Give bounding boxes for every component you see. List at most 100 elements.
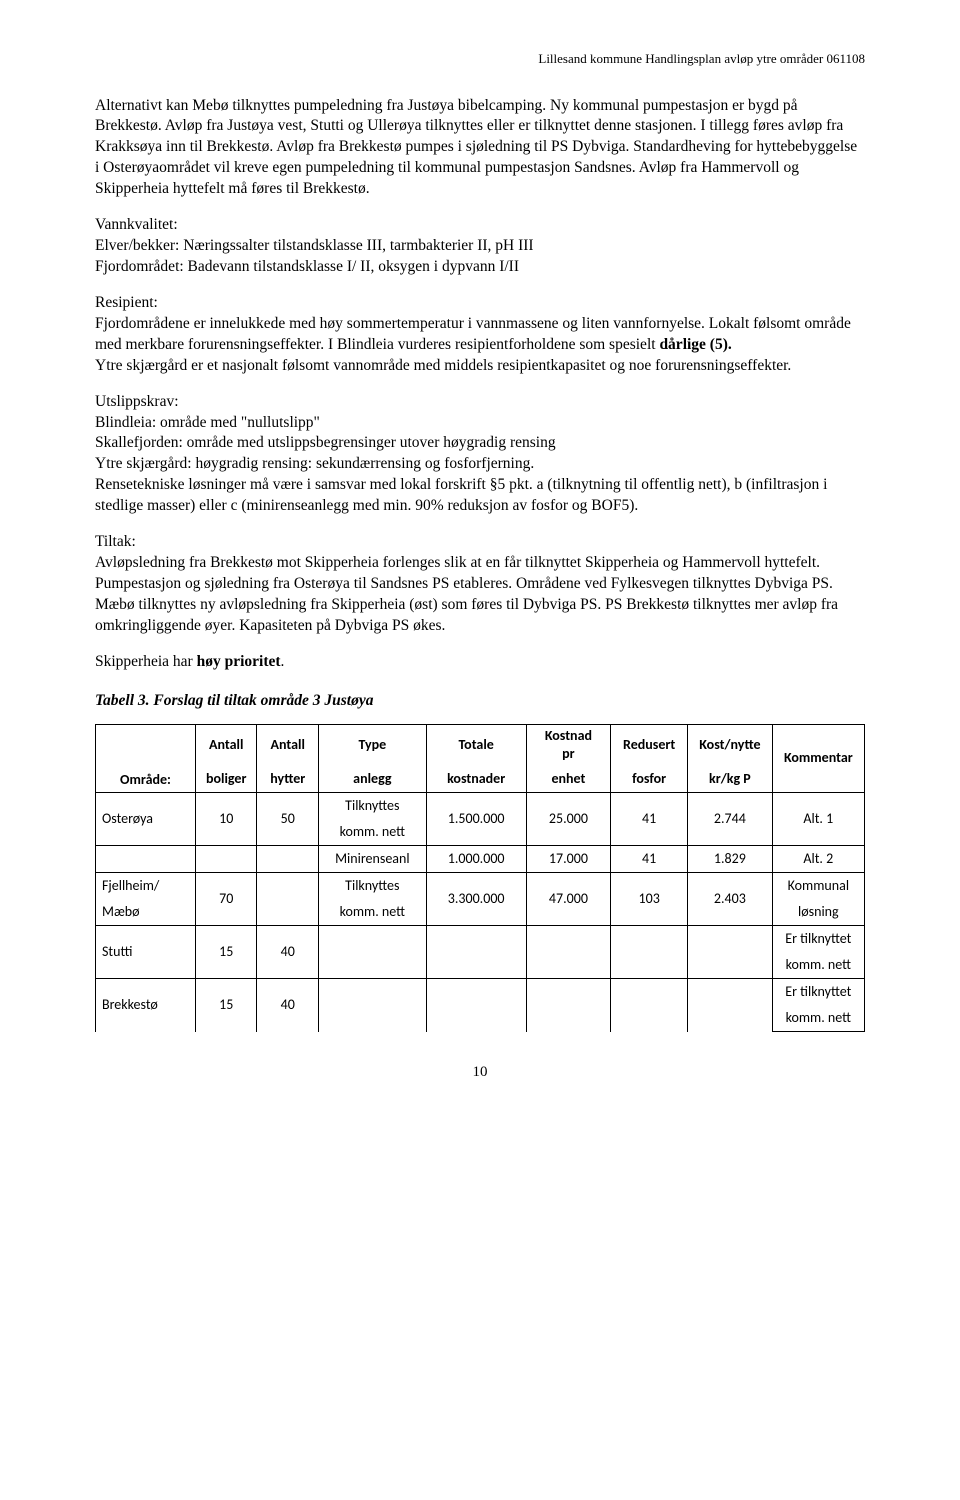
table-caption: Tabell 3. Forslag til tiltak område 3 Ju… <box>95 691 865 712</box>
cell: Brekkestø <box>96 979 196 1032</box>
page-number: 10 <box>95 1062 865 1082</box>
cell: 103 <box>611 873 688 926</box>
resipient-label: Resipient: <box>95 294 158 311</box>
cell <box>96 846 196 873</box>
cell: Er tilknyttet <box>772 979 864 1006</box>
cell: Mæbø <box>96 899 196 926</box>
th-kostnader: kostnader <box>426 766 526 793</box>
cell <box>611 926 688 979</box>
tiltak-table: Område: Antall Antall Type Totale Kostna… <box>95 724 865 1033</box>
cell: 50 <box>257 793 319 846</box>
cell: 15 <box>195 979 257 1032</box>
skipperheia-bold: høy prioritet <box>197 653 281 670</box>
th-krkg: kr/kg P <box>688 766 773 793</box>
table-header-row1: Område: Antall Antall Type Totale Kostna… <box>96 724 865 766</box>
th-omrade: Område: <box>96 724 196 793</box>
utslipp-label: Utslippskrav: <box>95 393 179 410</box>
vannkvalitet-line1: Elver/bekker: Næringssalter tilstandskla… <box>95 237 534 254</box>
th-fosfor: fosfor <box>611 766 688 793</box>
th-type: Type <box>319 724 427 766</box>
th-antall1: Antall <box>195 724 257 766</box>
cell <box>611 979 688 1032</box>
cell <box>426 979 526 1032</box>
cell: 47.000 <box>526 873 611 926</box>
cell: komm. nett <box>319 819 427 846</box>
cell-osteroya: Osterøya <box>96 793 196 846</box>
cell: 41 <box>611 793 688 846</box>
resipient-bold: dårlige (5). <box>659 336 731 353</box>
th-redusert: Redusert <box>611 724 688 766</box>
cell: Minirenseanl <box>319 846 427 873</box>
table-row: Stutti 15 40 Er tilknyttet <box>96 926 865 953</box>
th-boliger: boliger <box>195 766 257 793</box>
cell <box>257 873 319 926</box>
th-totale: Totale <box>426 724 526 766</box>
skipperheia-post: . <box>281 653 285 670</box>
utslipp-line3: Ytre skjærgård: høygradig rensing: sekun… <box>95 455 534 472</box>
cell: 15 <box>195 926 257 979</box>
cell <box>526 926 611 979</box>
vannkvalitet-label: Vannkvalitet: <box>95 216 178 233</box>
cell <box>688 979 773 1032</box>
resipient-body2: Ytre skjærgård er et nasjonalt følsomt v… <box>95 357 791 374</box>
cell <box>319 926 427 979</box>
th-antall2: Antall <box>257 724 319 766</box>
cell: 3.300.000 <box>426 873 526 926</box>
th-kostnad: Kostnad <box>545 727 592 744</box>
cell: 2.403 <box>688 873 773 926</box>
table-header-row2: boliger hytter anlegg kostnader enhet fo… <box>96 766 865 793</box>
cell: løsning <box>772 899 864 926</box>
cell: Kommunal <box>772 873 864 900</box>
table-row: Fjellheim/ 70 Tilknyttes 3.300.000 47.00… <box>96 873 865 900</box>
cell: 2.744 <box>688 793 773 846</box>
cell: komm. nett <box>772 952 864 979</box>
cell <box>319 979 427 1032</box>
cell: 1.500.000 <box>426 793 526 846</box>
cell: Tilknyttes <box>319 793 427 820</box>
cell: 25.000 <box>526 793 611 846</box>
tiltak-block: Tiltak: Avløpsledning fra Brekkestø mot … <box>95 532 865 637</box>
vannkvalitet-line2: Fjordområdet: Badevann tilstandsklasse I… <box>95 258 519 275</box>
cell: Alt. 1 <box>772 793 864 846</box>
th-kostnytte: Kost/nytte <box>688 724 773 766</box>
vannkvalitet-block: Vannkvalitet: Elver/bekker: Næringssalte… <box>95 215 865 278</box>
cell: komm. nett <box>772 1005 864 1032</box>
intro-paragraph: Alternativt kan Mebø tilknyttes pumpeled… <box>95 96 865 201</box>
cell: 40 <box>257 979 319 1032</box>
resipient-block: Resipient: Fjordområdene er innelukkede … <box>95 293 865 377</box>
cell: Alt. 2 <box>772 846 864 873</box>
table-row: Brekkestø 15 40 Er tilknyttet <box>96 979 865 1006</box>
cell <box>688 926 773 979</box>
cell <box>426 926 526 979</box>
th-pr: pr <box>562 745 575 762</box>
cell: Er tilknyttet <box>772 926 864 953</box>
th-hytter: hytter <box>257 766 319 793</box>
utslipp-line2: Skallefjorden: område med utslippsbegren… <box>95 434 556 451</box>
tiltak-body: Avløpsledning fra Brekkestø mot Skipperh… <box>95 554 838 634</box>
cell: 1.829 <box>688 846 773 873</box>
cell: komm. nett <box>319 899 427 926</box>
cell: 1.000.000 <box>426 846 526 873</box>
utslipp-line4: Rensetekniske løsninger må være i samsva… <box>95 476 827 514</box>
cell <box>195 846 257 873</box>
cell <box>257 846 319 873</box>
resipient-body1: Fjordområdene er innelukkede med høy som… <box>95 315 851 353</box>
table-row: Osterøya 10 50 Tilknyttes 1.500.000 25.0… <box>96 793 865 820</box>
th-kommentar: Kommentar <box>772 724 864 793</box>
cell: 10 <box>195 793 257 846</box>
cell: Tilknyttes <box>319 873 427 900</box>
tiltak-label: Tiltak: <box>95 533 136 550</box>
skipperheia-pre: Skipperheia har <box>95 653 197 670</box>
utslipp-block: Utslippskrav: Blindleia: område med "nul… <box>95 392 865 518</box>
table-row: Minirenseanl 1.000.000 17.000 41 1.829 A… <box>96 846 865 873</box>
utslipp-line1: Blindleia: område med "nullutslipp" <box>95 414 320 431</box>
th-anlegg: anlegg <box>319 766 427 793</box>
cell: 70 <box>195 873 257 926</box>
skipperheia-line: Skipperheia har høy prioritet. <box>95 652 865 673</box>
cell <box>526 979 611 1032</box>
cell: 41 <box>611 846 688 873</box>
cell: Fjellheim/ <box>96 873 196 900</box>
cell: Stutti <box>96 926 196 979</box>
cell: 17.000 <box>526 846 611 873</box>
cell: 40 <box>257 926 319 979</box>
